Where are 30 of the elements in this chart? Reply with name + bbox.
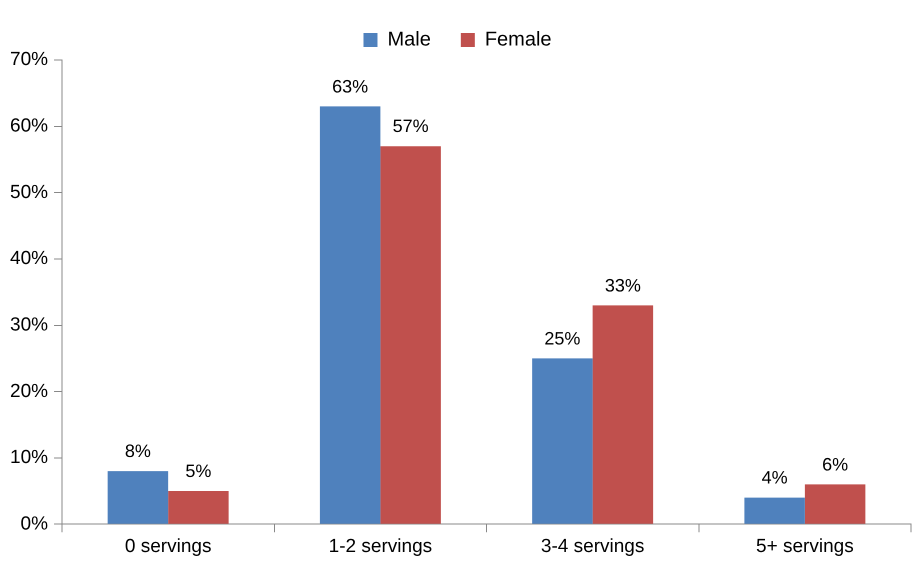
data-label: 57% <box>392 116 429 136</box>
y-tick-label: 20% <box>10 380 48 402</box>
data-label: 5% <box>185 461 212 482</box>
x-tick-label: 1-2 servings <box>328 536 432 557</box>
bar <box>380 146 441 524</box>
data-label: 33% <box>604 275 641 296</box>
y-tick-label: 10% <box>10 447 48 468</box>
bar <box>804 484 866 524</box>
bar <box>108 471 168 524</box>
x-tick-label: 3-4 servings <box>540 536 644 557</box>
bar <box>168 491 229 524</box>
data-label: 25% <box>544 328 580 348</box>
x-tick-label: 5+ servings <box>756 536 854 557</box>
data-label: 6% <box>822 454 848 474</box>
legend-label: Male <box>387 28 431 51</box>
y-tick-label: 30% <box>10 314 48 336</box>
bar <box>592 305 654 524</box>
bar <box>532 358 593 524</box>
bar <box>320 106 380 524</box>
data-label: 8% <box>124 441 151 462</box>
x-tick-label: 0 servings <box>124 536 212 557</box>
y-tick-label: 0% <box>20 513 48 534</box>
data-label: 4% <box>762 468 788 488</box>
data-label: 63% <box>332 76 368 96</box>
y-tick-label: 40% <box>10 248 48 270</box>
legend-label: Female <box>484 28 552 51</box>
y-tick-label: 50% <box>10 182 48 203</box>
bar <box>744 498 805 524</box>
y-tick-label: 70% <box>10 49 48 70</box>
y-tick-label: 60% <box>10 116 48 137</box>
